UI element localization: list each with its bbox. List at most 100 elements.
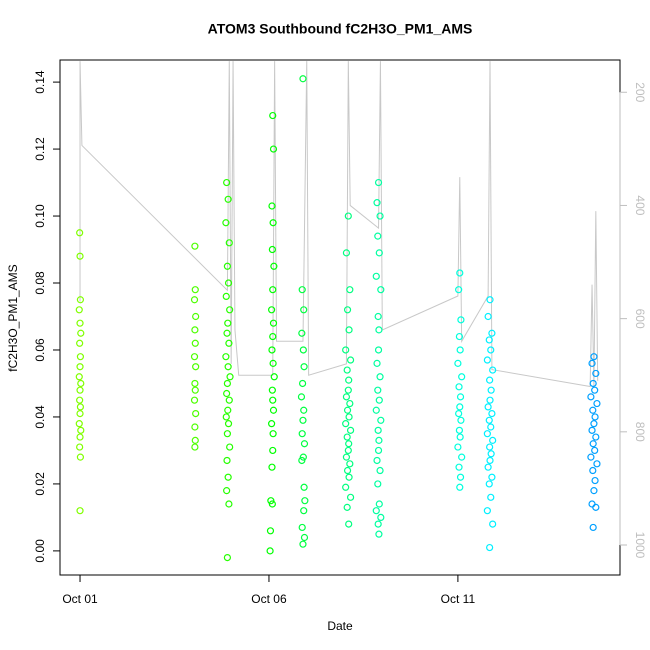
point <box>375 530 383 538</box>
point <box>299 346 307 354</box>
point <box>591 476 599 485</box>
point <box>487 493 495 501</box>
point <box>456 473 465 481</box>
point <box>298 329 306 337</box>
point <box>483 430 491 438</box>
point <box>488 410 496 418</box>
point <box>224 195 232 203</box>
point <box>191 379 199 388</box>
y-tick-label: 0.04 <box>33 405 47 429</box>
point <box>223 456 231 465</box>
point <box>298 286 306 294</box>
point <box>300 483 308 491</box>
point <box>488 329 496 337</box>
point <box>377 286 385 294</box>
point <box>270 373 278 381</box>
point <box>268 386 276 394</box>
point <box>76 453 85 461</box>
point <box>587 453 595 461</box>
point <box>343 503 351 511</box>
point <box>343 306 352 314</box>
point <box>75 420 83 428</box>
point <box>375 249 383 257</box>
point <box>268 463 276 471</box>
point <box>190 353 199 361</box>
point <box>346 356 355 364</box>
point <box>456 269 464 277</box>
point <box>485 480 493 488</box>
point <box>75 306 83 314</box>
point <box>374 232 382 240</box>
point <box>345 440 353 448</box>
y-axis-title: fC2H3O_PM1_AMS <box>6 264 20 371</box>
point <box>76 386 84 394</box>
point <box>343 406 352 414</box>
point <box>269 111 277 120</box>
point <box>484 403 492 411</box>
point <box>589 406 597 414</box>
point <box>373 456 381 465</box>
point <box>300 363 308 371</box>
point <box>487 386 495 394</box>
point <box>374 346 383 354</box>
y-tick-label: 0.00 <box>33 539 47 563</box>
point <box>374 480 382 488</box>
point <box>269 319 278 327</box>
point <box>345 326 353 334</box>
point <box>345 376 353 384</box>
point <box>489 436 497 444</box>
point <box>590 420 598 428</box>
point <box>455 410 463 418</box>
y2-tick-label: 600 <box>633 309 647 329</box>
point <box>455 383 463 391</box>
point <box>593 399 601 408</box>
x-tick-label: Oct 01 <box>62 592 98 606</box>
y-tick-label: 0.14 <box>33 70 47 94</box>
point <box>224 319 232 327</box>
point <box>457 316 465 324</box>
point <box>191 436 199 444</box>
point <box>76 403 85 411</box>
point <box>269 446 277 455</box>
point <box>487 423 495 431</box>
point <box>77 426 85 434</box>
point <box>374 520 382 528</box>
point <box>376 466 384 475</box>
point <box>342 249 351 257</box>
point <box>487 450 495 458</box>
y2-tick-label: 400 <box>633 195 647 215</box>
point <box>588 426 596 434</box>
point <box>589 379 597 388</box>
point <box>342 393 351 401</box>
point <box>486 443 494 451</box>
point <box>266 527 275 535</box>
point <box>591 386 599 394</box>
point <box>342 453 351 461</box>
y-tick-label: 0.10 <box>33 204 47 228</box>
point <box>222 292 230 301</box>
point <box>268 202 276 210</box>
point <box>483 507 491 515</box>
x-tick-label: Oct 11 <box>441 592 476 606</box>
point <box>345 520 353 528</box>
point <box>76 433 84 441</box>
point <box>224 363 232 371</box>
point <box>226 443 234 451</box>
point <box>76 339 84 347</box>
point <box>191 242 199 250</box>
point <box>192 312 200 321</box>
point <box>223 178 231 187</box>
point <box>222 219 230 227</box>
point <box>223 553 231 562</box>
point <box>344 446 352 455</box>
point <box>455 286 463 294</box>
point <box>372 272 380 280</box>
point <box>192 363 200 371</box>
point <box>344 212 352 220</box>
point <box>224 406 232 414</box>
point <box>484 463 492 471</box>
point <box>489 520 497 528</box>
point <box>223 389 231 398</box>
point <box>76 229 84 237</box>
point <box>191 339 199 347</box>
